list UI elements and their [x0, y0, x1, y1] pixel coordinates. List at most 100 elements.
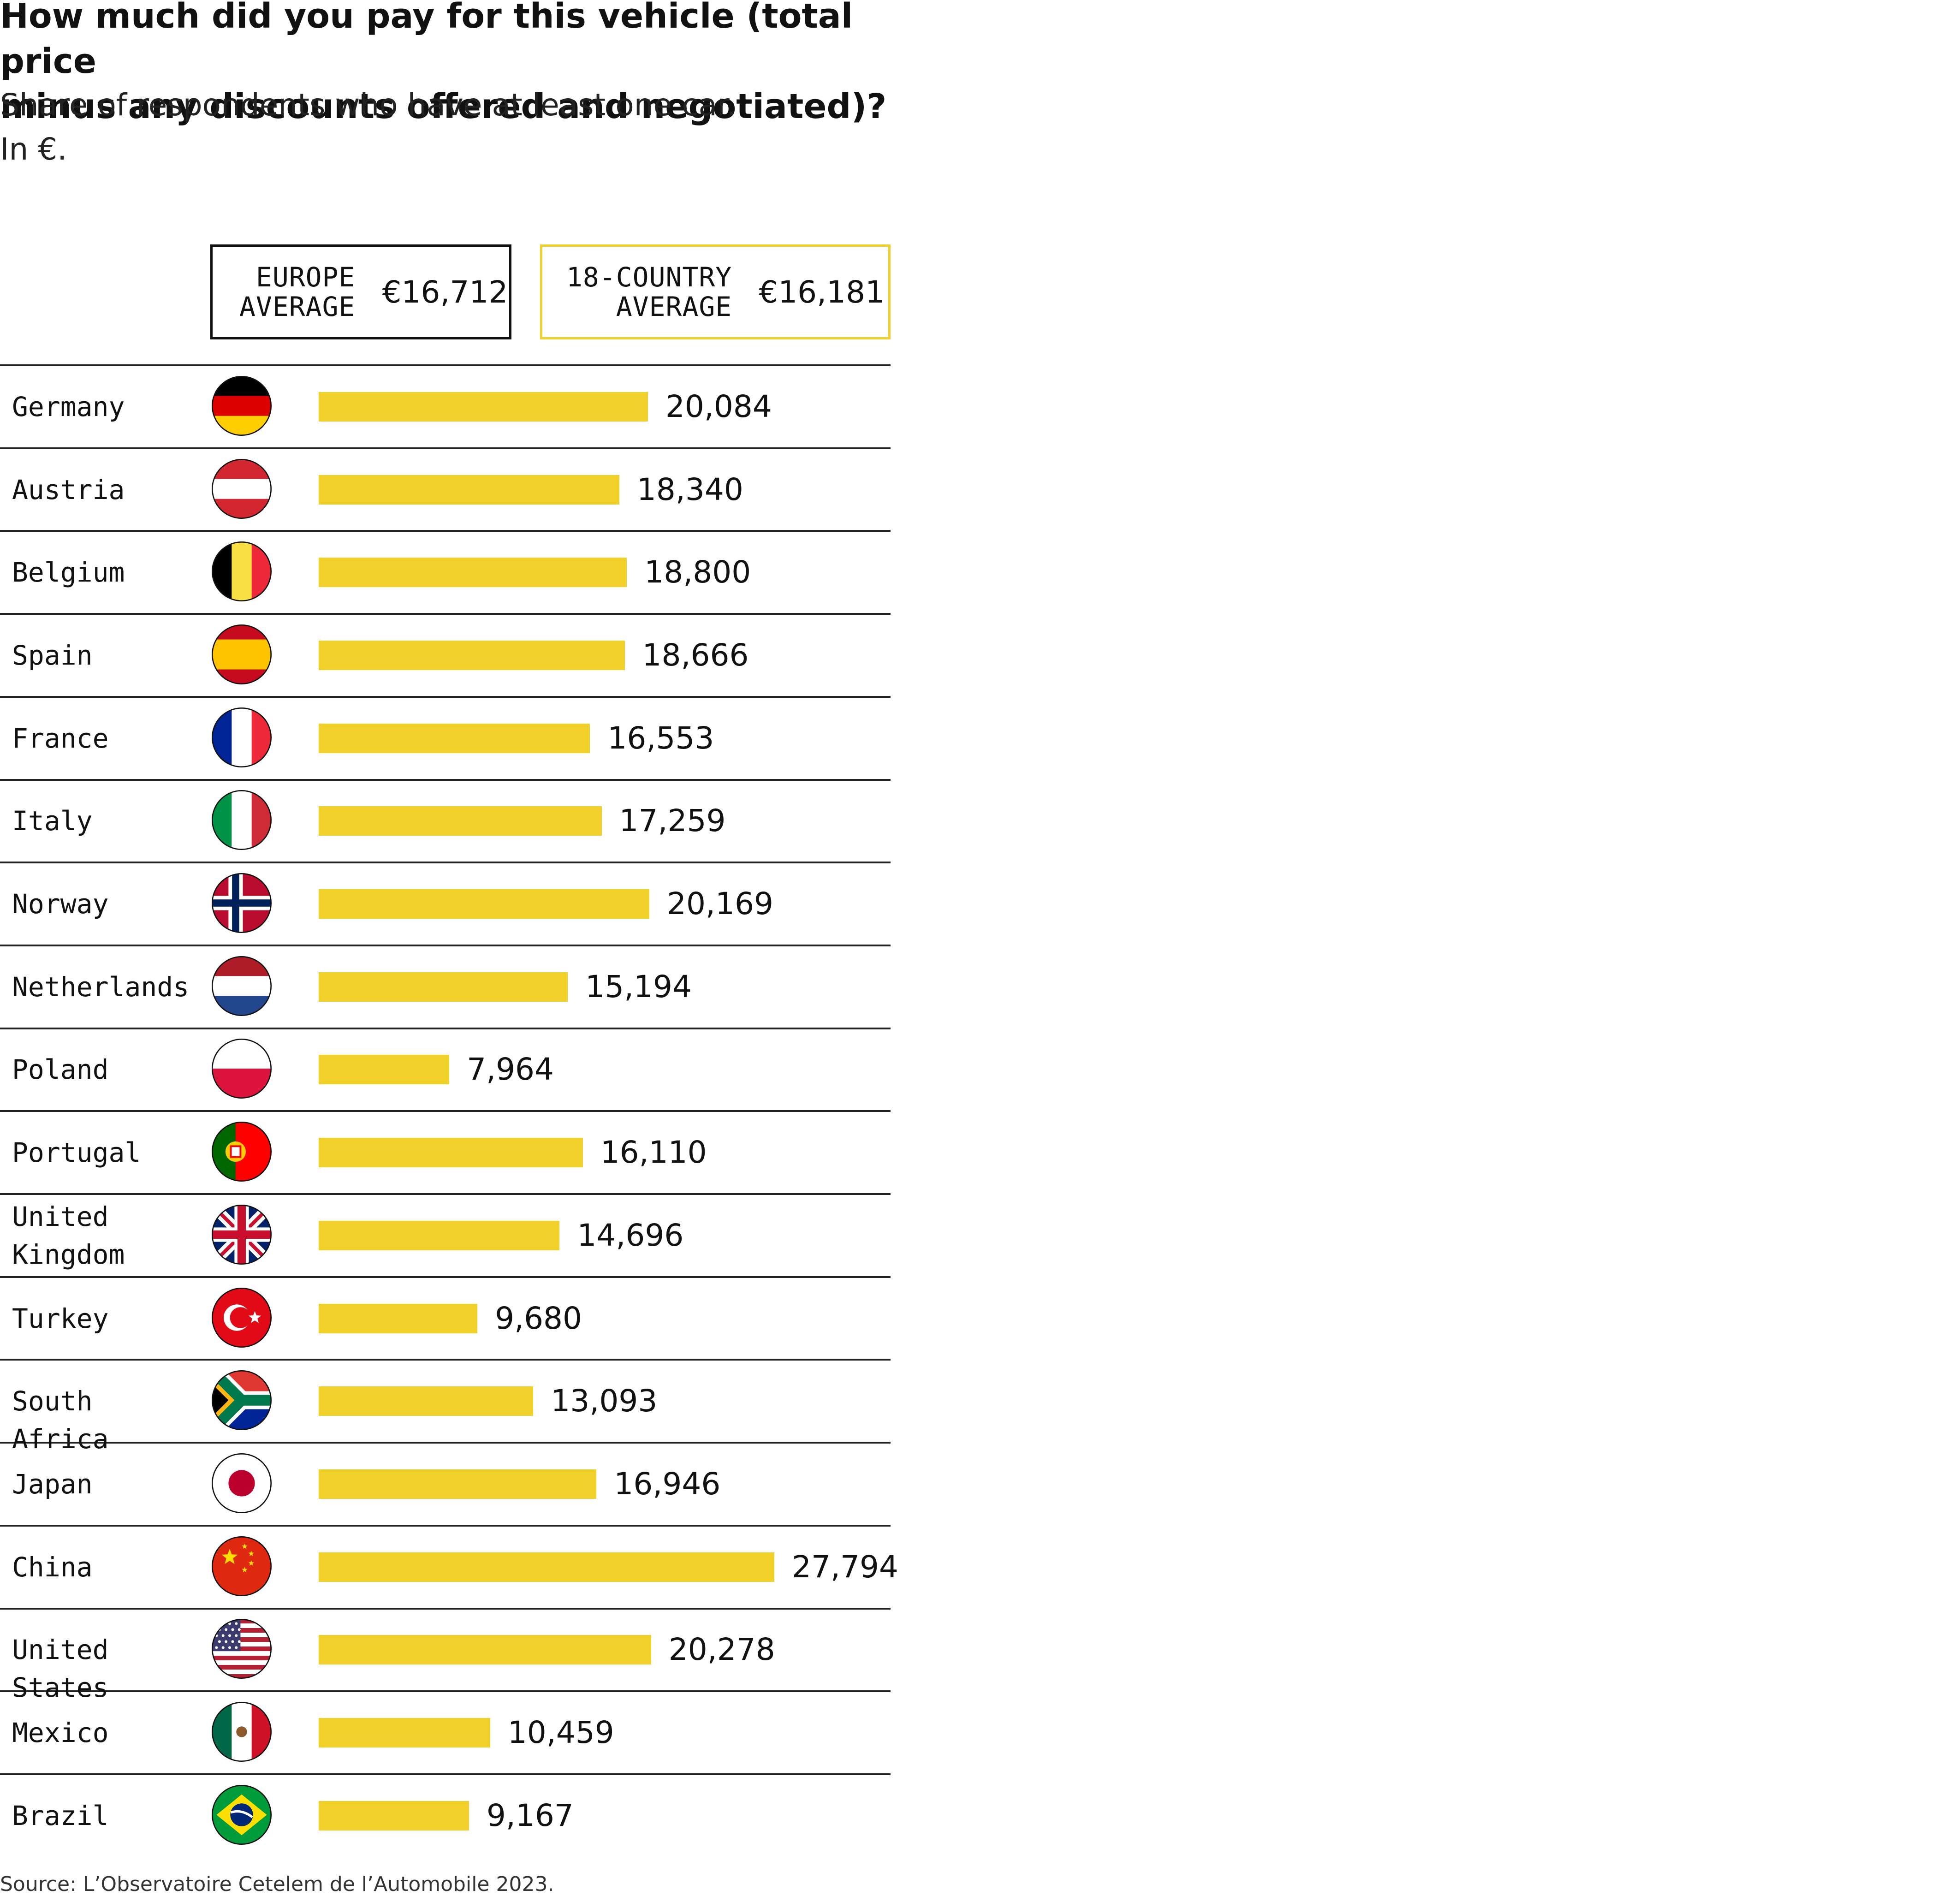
brazil-flag-icon — [212, 1784, 272, 1845]
row-divider — [0, 613, 891, 615]
bar-value-label: 14,696 — [577, 1217, 684, 1253]
bar — [319, 1718, 490, 1748]
bar-value-label: 18,340 — [636, 471, 743, 507]
bar-value-label: 20,169 — [667, 886, 773, 922]
bar-value-label: 16,110 — [600, 1135, 707, 1171]
row-divider — [0, 779, 891, 781]
europe-average-value: €16,712 — [382, 274, 508, 310]
united-kingdom-flag-icon — [212, 1204, 272, 1265]
country-label: Poland — [12, 1054, 109, 1086]
country-label: Turkey — [12, 1302, 109, 1334]
bar — [319, 972, 568, 1002]
spain-flag-icon — [212, 624, 272, 684]
country-label: United Kingdom — [12, 1201, 125, 1270]
europe-average-label: EUROPE AVERAGE — [239, 262, 356, 322]
country-label: China — [12, 1551, 93, 1583]
country-label: Mexico — [12, 1717, 109, 1749]
portugal-flag-icon — [212, 1122, 272, 1182]
germany-flag-icon — [212, 375, 272, 436]
belgium-flag-icon — [212, 541, 272, 602]
country-label: Belgium — [12, 557, 125, 588]
row-divider — [0, 364, 891, 366]
bar-value-label: 18,800 — [644, 554, 751, 590]
country-label: Italy — [12, 805, 93, 837]
bar-value-label: 15,194 — [585, 969, 692, 1004]
source-note: Source: L’Observatoire Cetelem de l’Auto… — [0, 1872, 554, 1896]
bar — [319, 475, 619, 505]
row-divider — [0, 1607, 891, 1610]
country-label: Portugal — [12, 1137, 141, 1169]
row-divider — [0, 695, 891, 698]
bar — [319, 640, 625, 670]
bar-value-label: 17,259 — [619, 803, 726, 839]
france-flag-icon — [212, 707, 272, 767]
row-divider — [0, 1027, 891, 1029]
country-label: Brazil — [12, 1800, 109, 1831]
italy-flag-icon — [212, 790, 272, 850]
bar — [319, 723, 590, 753]
austria-flag-icon — [212, 458, 272, 519]
bar — [319, 1386, 534, 1416]
row-divider — [0, 1524, 891, 1527]
country-label: Austria — [12, 474, 125, 505]
bar — [319, 1635, 651, 1665]
chart-subtitle-line-1: Share of respondents who have at least o… — [0, 87, 736, 123]
chart-subtitle-line-2: In €. — [0, 131, 67, 167]
mexico-flag-icon — [212, 1702, 272, 1762]
bar-value-label: 20,278 — [668, 1632, 775, 1668]
japan-flag-icon — [212, 1453, 272, 1513]
norway-flag-icon — [212, 873, 272, 933]
country-label: Germany — [12, 391, 125, 422]
country-label: France — [12, 722, 109, 754]
bar-value-label: 9,167 — [486, 1797, 574, 1833]
18-country-average-label: 18-COUNTRY AVERAGE — [566, 262, 732, 322]
bar-value-label: 18,666 — [642, 637, 749, 673]
chart-title-line-2: minus any discounts offered and negotiat… — [0, 87, 887, 126]
country-label: United States — [12, 1634, 109, 1704]
bar — [319, 806, 602, 836]
bar — [319, 1303, 478, 1333]
row-divider — [0, 1690, 891, 1693]
united-states-flag-icon — [212, 1619, 272, 1679]
bar-value-label: 9,680 — [495, 1300, 582, 1336]
bar — [319, 558, 627, 588]
row-divider — [0, 447, 891, 449]
country-label: Japan — [12, 1468, 93, 1500]
bar-value-label: 16,553 — [607, 720, 714, 756]
bar — [319, 1552, 774, 1582]
bar-value-label: 20,084 — [665, 388, 772, 424]
bar — [319, 392, 648, 422]
chart-subtitle: Share of respondents who have at least o… — [0, 83, 922, 172]
europe-average-box: EUROPE AVERAGE €16,712 — [210, 244, 511, 339]
row-divider — [0, 1193, 891, 1195]
bar-value-label: 16,946 — [614, 1466, 721, 1502]
bar — [319, 889, 649, 919]
turkey-flag-icon — [212, 1287, 272, 1348]
bar — [319, 1220, 560, 1250]
bar — [319, 1138, 583, 1168]
row-divider — [0, 944, 891, 946]
row-divider — [0, 1442, 891, 1444]
bar — [319, 1469, 597, 1499]
row-divider — [0, 1773, 891, 1775]
bar-value-label: 7,964 — [467, 1052, 554, 1088]
bar — [319, 1055, 450, 1085]
bar-value-label: 10,459 — [507, 1715, 614, 1751]
chart-title-line-1: How much did you pay for this vehicle (t… — [0, 0, 853, 81]
country-label: Spain — [12, 639, 93, 671]
south-africa-flag-icon — [212, 1370, 272, 1431]
row-divider — [0, 1359, 891, 1361]
row-divider — [0, 1276, 891, 1278]
netherlands-flag-icon — [212, 956, 272, 1016]
bar-value-label: 13,093 — [551, 1383, 658, 1419]
18-country-average-value: €16,181 — [759, 274, 885, 310]
row-divider — [0, 530, 891, 532]
row-divider — [0, 862, 891, 864]
row-divider — [0, 1110, 891, 1112]
country-label: Norway — [12, 888, 109, 920]
bar — [319, 1801, 469, 1831]
bar-value-label: 27,794 — [792, 1549, 898, 1585]
country-label: South Africa — [12, 1385, 109, 1455]
country-label: Netherlands — [12, 971, 190, 1003]
china-flag-icon — [212, 1536, 272, 1596]
